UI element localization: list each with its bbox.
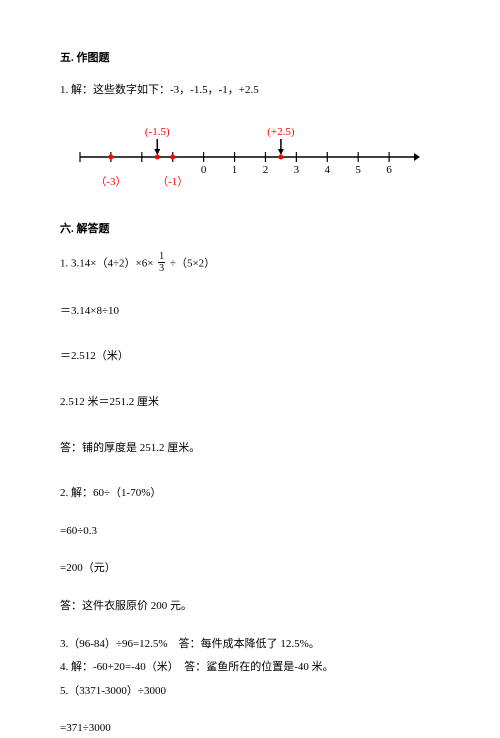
s6-q4: 4. 解：-60+20=-40（米） 答：鲨鱼所在的位置是-40 米。 <box>60 659 440 677</box>
frac-num: 1 <box>158 252 165 263</box>
svg-text:(+2.5): (+2.5) <box>267 126 295 138</box>
s6-q2-l3: =200（元） <box>60 560 440 578</box>
s6-q2-l2: =60÷0.3 <box>60 523 440 541</box>
s5-q1: 1. 解：这些数字如下：-3，-1.5，-1，+2.5 <box>60 82 440 100</box>
s6-q1-l4: 2.512 米＝251.2 厘米 <box>60 394 440 412</box>
svg-text:0: 0 <box>201 164 207 176</box>
s6-q5-l2: =371÷3000 <box>60 720 440 738</box>
s6-q1-l1a: 1. 3.14×（4÷2）×6× <box>60 257 153 269</box>
section5-title: 五. 作图题 <box>60 50 440 68</box>
s6-q1-l1b: ÷（5×2） <box>170 257 215 269</box>
svg-text:4: 4 <box>325 164 331 176</box>
s6-q1-l3: ＝2.512（米） <box>60 348 440 366</box>
svg-text:1: 1 <box>232 164 238 176</box>
number-line-diagram: 0 1 2 3 4 5 6 （-3） （-1） (-1.5) (+2.5) <box>60 117 440 197</box>
s6-q2-l1: 2. 解：60÷（1-70%） <box>60 485 440 503</box>
svg-text:（-3）: （-3） <box>95 175 126 188</box>
svg-text:2: 2 <box>263 164 269 176</box>
svg-text:5: 5 <box>355 164 361 176</box>
s6-q5-l1: 5.（3371-3000）÷3000 <box>60 683 440 701</box>
s6-q1-l1: 1. 3.14×（4÷2）×6× 1 3 ÷（5×2） <box>60 253 440 275</box>
s6-q1-l2: ＝3.14×8÷10 <box>60 303 440 321</box>
s6-q2-l4: 答：这件衣服原价 200 元。 <box>60 598 440 616</box>
svg-text:3: 3 <box>294 164 300 176</box>
svg-text:6: 6 <box>386 164 392 176</box>
frac-den: 3 <box>158 263 165 274</box>
s6-q3: 3.（96-84）÷96=12.5% 答：每件成本降低了 12.5%。 <box>60 636 440 654</box>
section6-title: 六. 解答题 <box>60 221 440 239</box>
svg-text:(-1.5): (-1.5) <box>145 126 170 138</box>
fraction-one-third: 1 3 <box>158 252 165 274</box>
svg-text:（-1）: （-1） <box>157 175 188 188</box>
s6-q1-l5: 答：铺的厚度是 251.2 厘米。 <box>60 440 440 458</box>
